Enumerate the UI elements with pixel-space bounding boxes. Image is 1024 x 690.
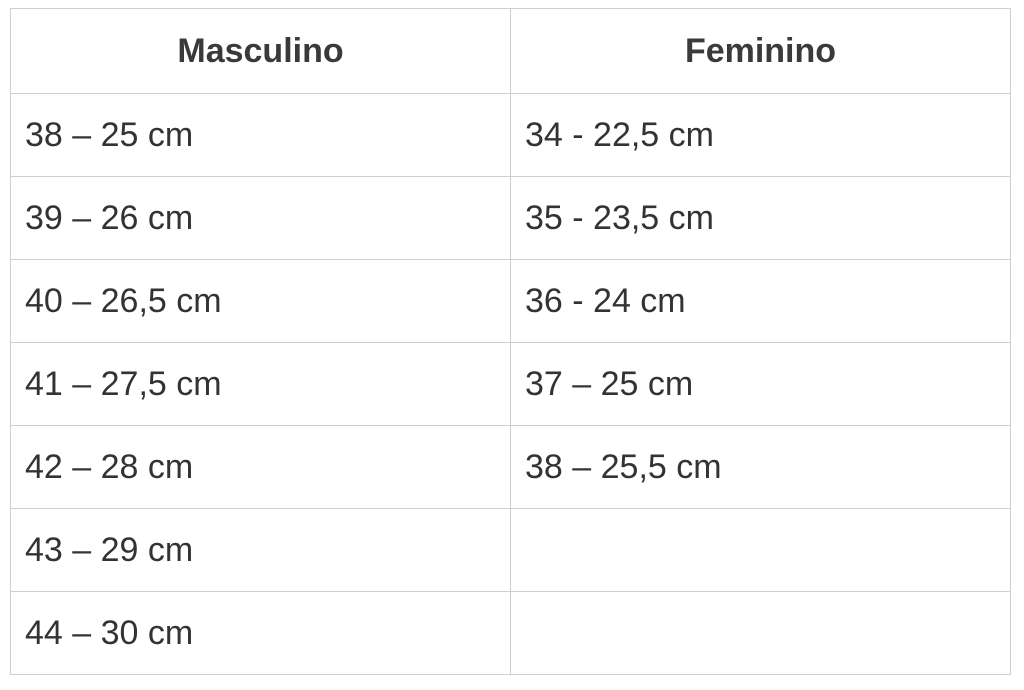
header-masculino: Masculino bbox=[10, 8, 511, 94]
cell-feminino bbox=[510, 591, 1011, 675]
cell-feminino: 34 - 22,5 cm bbox=[510, 93, 1011, 177]
table-row: 39 – 26 cm 35 - 23,5 cm bbox=[10, 176, 1011, 260]
cell-masculino: 43 – 29 cm bbox=[10, 508, 511, 592]
cell-masculino: 42 – 28 cm bbox=[10, 425, 511, 509]
cell-masculino: 44 – 30 cm bbox=[10, 591, 511, 675]
cell-feminino: 35 - 23,5 cm bbox=[510, 176, 1011, 260]
table-row: 41 – 27,5 cm 37 – 25 cm bbox=[10, 342, 1011, 426]
cell-masculino: 40 – 26,5 cm bbox=[10, 259, 511, 343]
cell-feminino: 38 – 25,5 cm bbox=[510, 425, 1011, 509]
header-row: Masculino Feminino bbox=[10, 8, 1011, 94]
header-feminino: Feminino bbox=[510, 8, 1011, 94]
cell-masculino: 41 – 27,5 cm bbox=[10, 342, 511, 426]
table-row: 40 – 26,5 cm 36 - 24 cm bbox=[10, 259, 1011, 343]
cell-masculino: 39 – 26 cm bbox=[10, 176, 511, 260]
table-row: 44 – 30 cm bbox=[10, 591, 1011, 675]
cell-masculino: 38 – 25 cm bbox=[10, 93, 511, 177]
size-table: Masculino Feminino 38 – 25 cm 34 - 22,5 c… bbox=[10, 8, 1011, 675]
cell-feminino: 36 - 24 cm bbox=[510, 259, 1011, 343]
table-row: 38 – 25 cm 34 - 22,5 cm bbox=[10, 93, 1011, 177]
table-row: 43 – 29 cm bbox=[10, 508, 1011, 592]
cell-feminino: 37 – 25 cm bbox=[510, 342, 1011, 426]
cell-feminino bbox=[510, 508, 1011, 592]
table-row: 42 – 28 cm 38 – 25,5 cm bbox=[10, 425, 1011, 509]
